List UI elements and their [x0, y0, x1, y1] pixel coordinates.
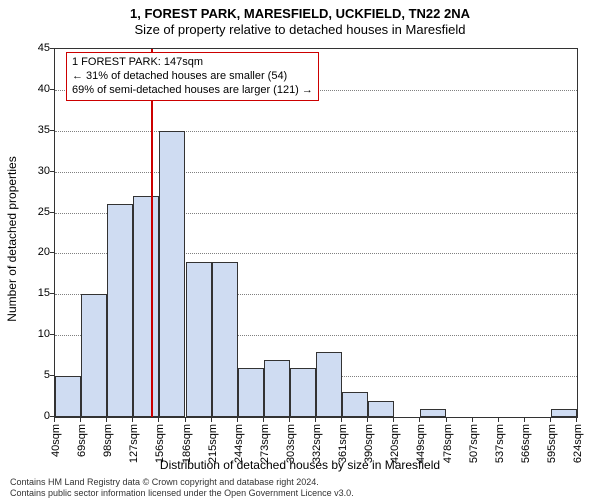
histogram-bar [420, 409, 446, 417]
y-tick-mark [50, 293, 54, 294]
x-tick-label: 332sqm [311, 424, 323, 463]
y-tick-mark [50, 171, 54, 172]
x-tick-mark [263, 418, 264, 422]
x-tick-label: 361sqm [337, 424, 349, 463]
histogram-bar [264, 360, 290, 417]
histogram-bar [290, 368, 316, 417]
x-tick-mark [80, 418, 81, 422]
grid-line [55, 131, 577, 132]
x-tick-mark [524, 418, 525, 422]
chart-title: 1, FOREST PARK, MARESFIELD, UCKFIELD, TN… [0, 0, 600, 21]
chart-subtitle: Size of property relative to detached ho… [0, 21, 600, 37]
x-tick-label: 507sqm [468, 424, 480, 463]
grid-line [55, 172, 577, 173]
x-tick-mark [341, 418, 342, 422]
x-tick-mark [106, 418, 107, 422]
property-marker-line [151, 49, 153, 417]
annotation-line: 69% of semi-detached houses are larger (… [72, 84, 313, 98]
y-tick-label: 35 [38, 124, 50, 136]
x-tick-mark [158, 418, 159, 422]
y-tick-label: 45 [38, 42, 50, 54]
x-tick-mark [54, 418, 55, 422]
x-tick-label: 244sqm [233, 424, 245, 463]
histogram-bar [133, 196, 159, 417]
x-tick-label: 537sqm [494, 424, 506, 463]
annotation-line: 1 FOREST PARK: 147sqm [72, 56, 313, 70]
x-tick-label: 449sqm [415, 424, 427, 463]
x-tick-mark [132, 418, 133, 422]
y-tick-mark [50, 334, 54, 335]
x-tick-mark [393, 418, 394, 422]
y-tick-label: 30 [38, 165, 50, 177]
x-tick-mark [498, 418, 499, 422]
y-tick-label: 10 [38, 328, 50, 340]
x-tick-label: 69sqm [76, 424, 88, 457]
x-tick-mark [446, 418, 447, 422]
x-tick-mark [472, 418, 473, 422]
x-tick-mark [185, 418, 186, 422]
y-tick-mark [50, 48, 54, 49]
chart-container: 1, FOREST PARK, MARESFIELD, UCKFIELD, TN… [0, 0, 600, 500]
y-tick-label: 20 [38, 246, 50, 258]
y-tick-mark [50, 416, 54, 417]
y-tick-mark [50, 89, 54, 90]
x-tick-label: 303sqm [285, 424, 297, 463]
x-tick-label: 273sqm [259, 424, 271, 463]
histogram-bar [316, 352, 342, 417]
x-tick-label: 420sqm [389, 424, 401, 463]
x-axis-label: Distribution of detached houses by size … [0, 458, 600, 472]
x-tick-mark [419, 418, 420, 422]
histogram-bar [342, 392, 368, 417]
histogram-bar [212, 262, 238, 417]
x-tick-label: 215sqm [207, 424, 219, 463]
y-tick-mark [50, 130, 54, 131]
y-tick-label: 15 [38, 287, 50, 299]
plot-area [54, 48, 578, 418]
x-tick-mark [211, 418, 212, 422]
y-axis-label: Number of detached properties [5, 156, 19, 321]
y-tick-mark [50, 252, 54, 253]
annotation-line: ← 31% of detached houses are smaller (54… [72, 70, 313, 84]
histogram-bar [238, 368, 264, 417]
histogram-bar [107, 204, 133, 417]
histogram-bar [551, 409, 577, 417]
x-tick-label: 98sqm [102, 424, 114, 457]
y-tick-mark [50, 212, 54, 213]
histogram-bar [81, 294, 107, 417]
annotation-box: 1 FOREST PARK: 147sqm← 31% of detached h… [66, 52, 319, 101]
y-tick-mark [50, 375, 54, 376]
x-tick-label: 127sqm [128, 424, 140, 463]
y-tick-label: 40 [38, 83, 50, 95]
x-tick-label: 478sqm [442, 424, 454, 463]
x-tick-label: 186sqm [181, 424, 193, 463]
histogram-bar [368, 401, 394, 417]
x-tick-label: 156sqm [154, 424, 166, 463]
x-tick-mark [315, 418, 316, 422]
histogram-bar [55, 376, 81, 417]
x-tick-mark [367, 418, 368, 422]
x-tick-mark [576, 418, 577, 422]
footer-attribution: Contains HM Land Registry data © Crown c… [10, 477, 590, 498]
footer-line-1: Contains HM Land Registry data © Crown c… [10, 477, 590, 487]
footer-line-2: Contains public sector information licen… [10, 488, 590, 498]
x-tick-mark [550, 418, 551, 422]
x-tick-label: 390sqm [363, 424, 375, 463]
x-tick-mark [237, 418, 238, 422]
y-tick-label: 25 [38, 206, 50, 218]
x-tick-mark [289, 418, 290, 422]
histogram-bar [186, 262, 212, 417]
x-tick-label: 566sqm [520, 424, 532, 463]
x-tick-label: 40sqm [50, 424, 62, 457]
histogram-bar [159, 131, 185, 417]
x-tick-label: 624sqm [572, 424, 584, 463]
x-tick-label: 595sqm [546, 424, 558, 463]
